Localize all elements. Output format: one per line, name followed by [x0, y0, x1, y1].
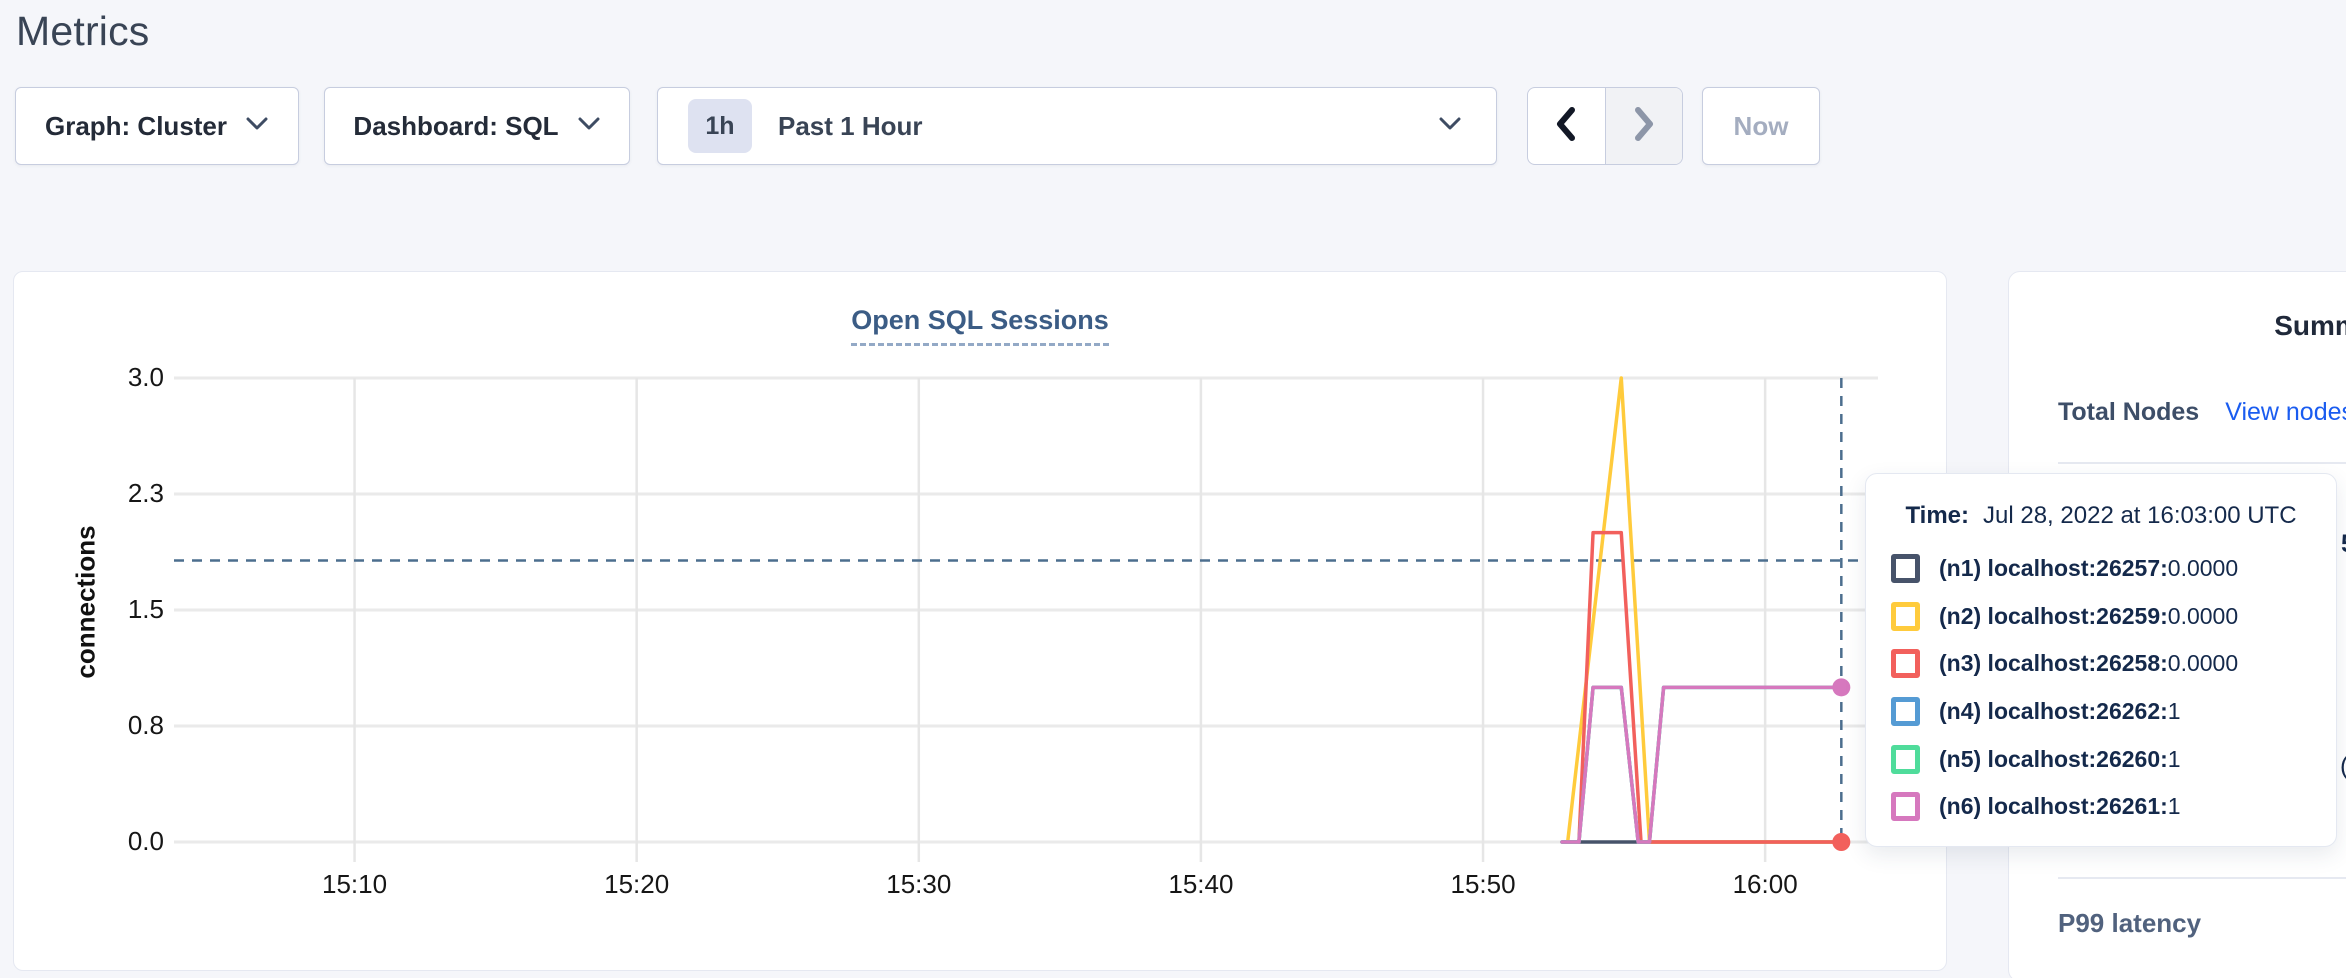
- graph-dropdown-label: Graph: Cluster: [44, 110, 228, 141]
- series-line-n4: [1560, 685, 1844, 844]
- graph-dropdown[interactable]: Graph: Cluster: [15, 87, 299, 165]
- series-line-n6: [1560, 685, 1844, 844]
- next-time-button[interactable]: [1604, 88, 1682, 164]
- tooltip-node-label: (n4) localhost:26262:: [1939, 698, 2168, 725]
- tooltip-node-value: 1: [2167, 745, 2181, 772]
- tooltip-series-row: (n3) localhost:26258: 0.0000: [1891, 640, 2326, 688]
- prev-time-button[interactable]: [1528, 88, 1605, 164]
- x-axis-tick-label: 15:30: [886, 869, 952, 899]
- chevron-left-icon: [1555, 106, 1577, 147]
- tooltip-time-value: Jul 28, 2022 at 16:03:00 UTC: [1983, 502, 2297, 529]
- summary-title: Summary: [2274, 310, 2346, 341]
- tooltip-node-label: (n6) localhost:26261:: [1939, 793, 2168, 820]
- tooltip-time-row: Time: Jul 28, 2022 at 16:03:00 UTC: [1866, 502, 2336, 530]
- x-axis-tick-label: 15:50: [1450, 869, 1516, 899]
- tooltip-node-label: (n2) localhost:26259:: [1939, 602, 2168, 629]
- open-sql-sessions-chart-card: Open SQL Sessions connections 0.0 0.8 1.5 2…: [13, 271, 1947, 971]
- y-axis-tick-label: 1.5: [127, 594, 164, 624]
- tooltip-node-label: (n1) localhost:26257:: [1939, 555, 2168, 582]
- tooltip-node-value: 0.0000: [2167, 650, 2239, 677]
- tooltip-series-row: (n2) localhost:26259: 0.0000: [1891, 593, 2326, 641]
- tooltip-series-row: (n1) localhost:26257: 0.0000: [1891, 545, 2326, 593]
- sidebar-divider: [2058, 462, 2346, 464]
- chart-title[interactable]: Open SQL Sessions: [851, 305, 1109, 346]
- tooltip-node-value: 0.0000: [2167, 602, 2239, 629]
- y-axis-tick-label: 0.8: [127, 710, 164, 740]
- time-range-badge: 1h: [688, 99, 752, 153]
- chart-hover-tooltip: Time: Jul 28, 2022 at 16:03:00 UTC (n1) l…: [1865, 473, 2337, 847]
- dashboard-dropdown[interactable]: Dashboard: SQL: [324, 87, 630, 165]
- tooltip-time-label: Time:: [1905, 502, 1970, 529]
- tooltip-series-row: (n4) localhost:26262: 1: [1891, 688, 2326, 736]
- time-range-label: Past 1 Hour: [778, 110, 923, 141]
- series-color-swatch-icon: [1891, 649, 1920, 679]
- y-axis-tick-label: 2.3: [127, 478, 164, 508]
- tooltip-series-rows: (n1) localhost:26257: 0.0000 (n2) localhos…: [1891, 545, 2326, 831]
- y-axis-tick-label: 0.0: [127, 826, 164, 856]
- tooltip-series-row: (n5) localhost:26260: 1: [1891, 735, 2326, 783]
- time-range-selector[interactable]: 1h Past 1 Hour: [657, 87, 1497, 165]
- series-endpoint-dot-n6: [1832, 678, 1851, 697]
- page-title: Metrics: [16, 8, 150, 54]
- chevron-down-icon: [1438, 116, 1462, 136]
- series-color-swatch-icon: [1891, 744, 1920, 774]
- x-axis-tick-label: 16:00: [1732, 869, 1798, 899]
- tooltip-node-label: (n3) localhost:26258:: [1939, 650, 2168, 677]
- chart-title-row: Open SQL Sessions: [14, 305, 1946, 346]
- tooltip-node-label: (n5) localhost:26260:: [1939, 745, 2168, 772]
- now-button-label: Now: [1733, 110, 1789, 141]
- total-nodes-label: Total Nodes: [2058, 398, 2200, 426]
- series-color-swatch-icon: [1891, 554, 1920, 584]
- line-chart-plot[interactable]: [14, 272, 1948, 972]
- x-axis-tick-label: 15:20: [604, 869, 670, 899]
- view-nodes-link[interactable]: View nodes: [2225, 398, 2346, 426]
- tooltip-node-value: 0.0000: [2167, 555, 2239, 582]
- series-endpoint-dot-n3: [1832, 833, 1851, 851]
- y-axis-tick-label: 3.0: [127, 362, 164, 392]
- chevron-down-icon: [245, 116, 269, 136]
- time-nav-group: [1527, 87, 1683, 165]
- tooltip-node-value: 1: [2167, 793, 2181, 820]
- sidebar-divider: [2058, 877, 2346, 879]
- now-button[interactable]: Now: [1702, 87, 1820, 165]
- series-color-swatch-icon: [1891, 697, 1920, 727]
- chevron-right-icon: [1633, 106, 1655, 147]
- p99-latency-label: P99 latency: [2058, 908, 2202, 938]
- series-line-n5: [1560, 685, 1844, 844]
- dashboard-dropdown-label: Dashboard: SQL: [353, 110, 559, 141]
- x-axis-tick-label: 15:40: [1168, 869, 1234, 899]
- x-axis-tick-label: 15:10: [322, 869, 388, 899]
- clipped-text-fragment: 5: [2341, 530, 2346, 559]
- tooltip-node-value: 1: [2167, 698, 2181, 725]
- series-color-swatch-icon: [1891, 792, 1920, 822]
- tooltip-series-row: (n6) localhost:26261: 1: [1891, 783, 2326, 831]
- clipped-text-fragment: (: [2340, 752, 2346, 781]
- series-line-n3: [1577, 530, 1844, 844]
- total-nodes-row: Total Nodes View nodes: [2058, 398, 2346, 427]
- chevron-down-icon: [577, 116, 601, 136]
- series-color-swatch-icon: [1891, 601, 1920, 631]
